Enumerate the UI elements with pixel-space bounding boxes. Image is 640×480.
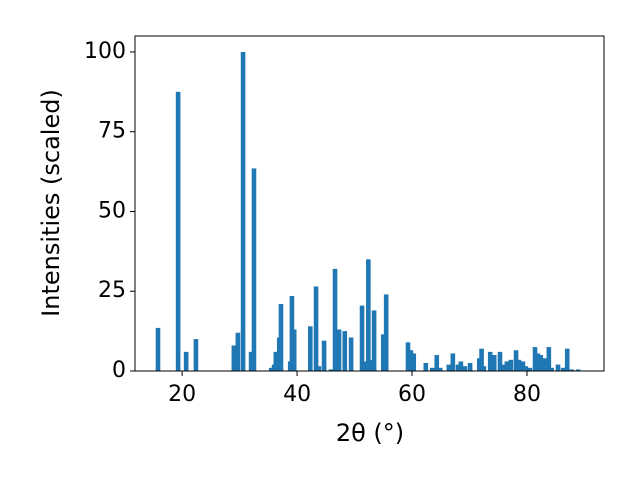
bar: [332, 268, 338, 371]
bar: [251, 168, 257, 371]
bar: [405, 342, 411, 371]
x-tick-label: 20: [168, 382, 196, 407]
bar: [362, 361, 368, 371]
bar: [520, 361, 526, 371]
y-tick-label: 50: [98, 198, 126, 223]
bar: [437, 367, 443, 371]
bar: [321, 340, 327, 371]
bar: [458, 361, 464, 371]
x-tick-label: 80: [513, 382, 541, 407]
bar: [411, 353, 417, 371]
bar: [240, 51, 246, 371]
bar: [183, 351, 189, 371]
bar: [342, 331, 348, 371]
bar: [532, 347, 538, 371]
bar: [560, 367, 566, 371]
bar: [380, 334, 386, 371]
x-tick-label: 40: [283, 382, 311, 407]
y-tick-label: 100: [84, 39, 126, 64]
bar: [500, 364, 506, 371]
y-tick-label: 75: [98, 119, 126, 144]
bar: [504, 361, 510, 371]
bar: [278, 304, 284, 371]
bar: [371, 310, 377, 371]
y-tick-label: 0: [112, 358, 126, 383]
y-axis-label: Intensities (scaled): [37, 89, 65, 317]
bar: [268, 367, 274, 371]
bar: [513, 350, 519, 371]
bar: [516, 359, 522, 371]
bar: [308, 326, 313, 371]
bar: [434, 355, 440, 371]
y-tick-label: 25: [98, 278, 126, 303]
bar: [408, 350, 414, 371]
bar: [555, 364, 561, 371]
bar: [193, 339, 199, 371]
bar: [313, 286, 319, 371]
bar: [569, 369, 575, 371]
bar: [535, 353, 541, 371]
bar: [546, 347, 552, 371]
bar: [383, 294, 389, 371]
bar: [273, 351, 279, 371]
bar: [508, 359, 514, 371]
bar: [491, 355, 497, 371]
bar: [455, 364, 461, 371]
bar: [538, 355, 544, 371]
x-tick-label: 60: [398, 382, 426, 407]
bar: [564, 348, 570, 371]
bar: [359, 305, 365, 371]
bar: [527, 367, 533, 371]
bar: [541, 358, 547, 371]
bar: [481, 366, 487, 371]
bar: [231, 345, 237, 371]
bar: [497, 351, 503, 371]
bar: [348, 337, 354, 371]
bar: [575, 369, 581, 371]
bar: [479, 348, 484, 371]
bar: [328, 369, 334, 371]
bar: [235, 332, 241, 371]
bar: [291, 329, 297, 371]
bar: [523, 366, 529, 371]
bar: [467, 363, 473, 371]
bar: [336, 329, 342, 371]
bar: [429, 367, 435, 371]
bar: [549, 367, 554, 371]
bar: [423, 363, 429, 371]
bar: [155, 327, 161, 371]
bar: [450, 353, 456, 371]
bar: [175, 91, 181, 371]
bar: [446, 364, 452, 371]
bar: [462, 366, 468, 371]
x-axis-label: 2θ (°): [336, 419, 404, 447]
bar: [366, 259, 371, 371]
bar: [248, 351, 254, 371]
bar: [368, 359, 374, 371]
bar: [487, 351, 493, 371]
plot-frame: [134, 35, 605, 372]
bar: [316, 366, 322, 371]
